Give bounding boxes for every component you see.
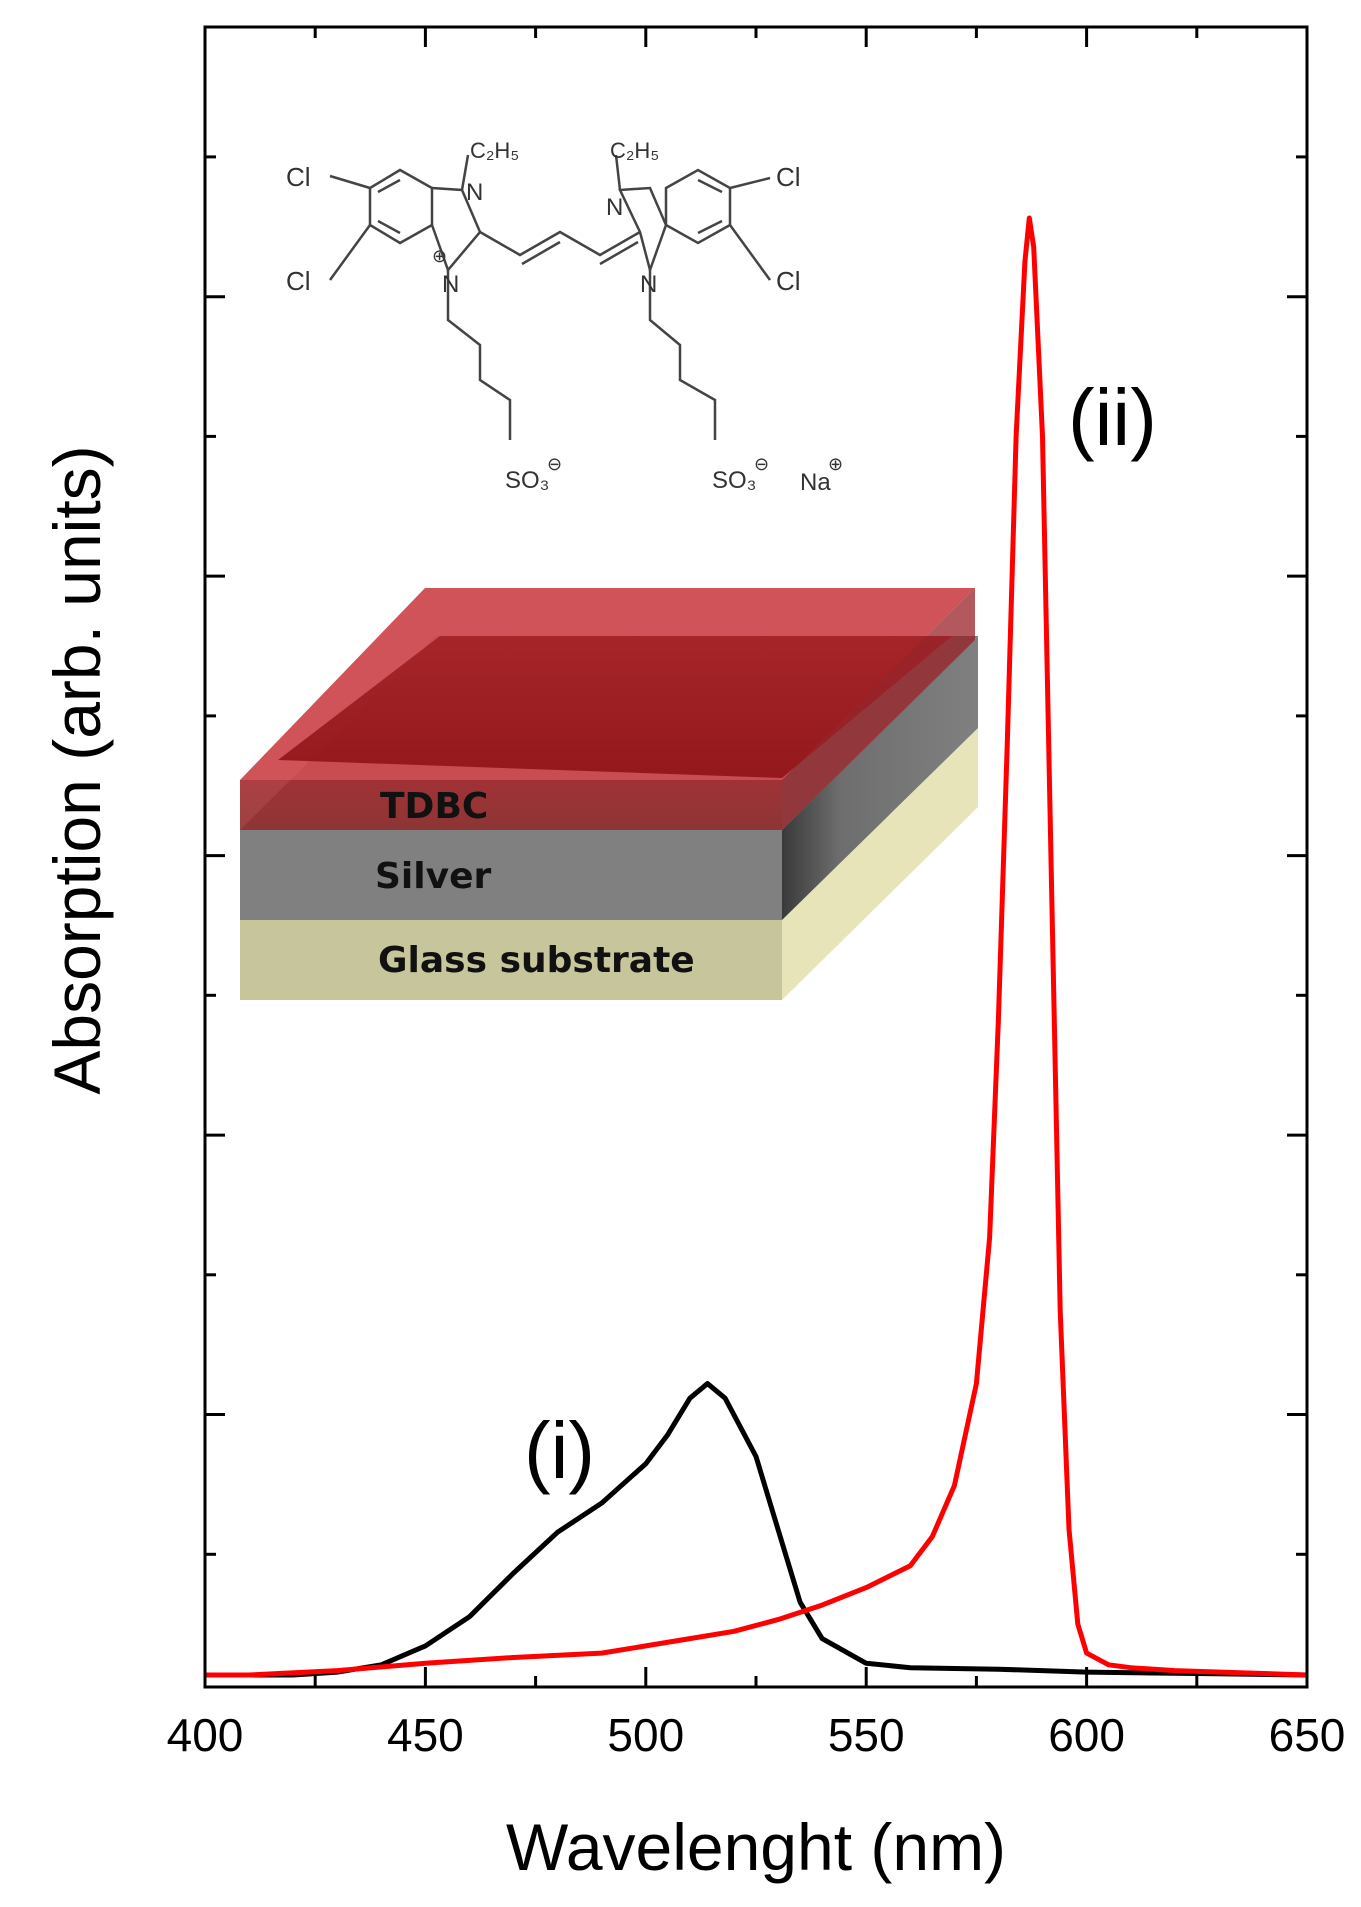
minus-left: ⊖ (547, 454, 562, 474)
molecule-structure (328, 154, 772, 440)
n-left-bottom: N (442, 271, 459, 298)
x-axis-title: Wavelenght (nm) (506, 1810, 1006, 1884)
tdbc-front (240, 780, 782, 830)
cl-left-bottom: Cl (286, 266, 311, 296)
n-right-top: N (606, 194, 623, 221)
cl-right-bottom: Cl (776, 266, 801, 296)
counter-ion: Na (800, 469, 831, 496)
x-tick-label-450: 450 (387, 1709, 464, 1761)
tdbc-top-inner (278, 636, 952, 778)
series-line-i (205, 1381, 1308, 1678)
ethyl-left: C₂H₅ (470, 138, 519, 163)
plus-left: ⊕ (432, 246, 447, 266)
glass-label: Glass substrate (378, 940, 695, 981)
plus-na: ⊕ (828, 454, 843, 474)
series-layer (205, 215, 1308, 1678)
series-line-ii (205, 215, 1308, 1678)
sulfo-right: SO₃ (712, 467, 756, 494)
sulfo-left: SO₃ (505, 467, 549, 494)
tdbc-side (782, 588, 975, 830)
layer-stack-schematic: TDBC Silver Glass substrate (240, 588, 978, 1000)
cl-right-top: Cl (776, 162, 801, 192)
silver-side (782, 636, 978, 920)
axis-layer: 400 450 500 550 600 650 (167, 27, 1346, 1761)
x-tick-label-600: 600 (1048, 1709, 1125, 1761)
n-right-bottom: N (640, 271, 657, 298)
silver-label: Silver (375, 856, 491, 897)
x-tick-label-650: 650 (1269, 1709, 1346, 1761)
tdbc-label: TDBC (380, 786, 488, 827)
minus-right: ⊖ (754, 454, 769, 474)
x-tick-label-400: 400 (167, 1709, 244, 1761)
y-axis-title: Absorption (arb. units) (40, 445, 114, 1094)
x-tick-label-500: 500 (607, 1709, 684, 1761)
glass-front (240, 920, 782, 1000)
series-label-ii: (ii) (1068, 373, 1157, 462)
ethyl-right: C₂H₅ (610, 138, 659, 163)
series-label-i: (i) (524, 1406, 595, 1495)
cl-left-top: Cl (286, 162, 311, 192)
silver-front (240, 830, 782, 920)
glass-side (782, 728, 978, 1000)
x-tick-label-550: 550 (828, 1709, 905, 1761)
molecule-labels: Cl Cl Cl Cl N N N N C₂H₅ C₂H₅ ⊕ SO₃ ⊖ SO… (286, 138, 843, 496)
n-left-top: N (466, 179, 483, 206)
